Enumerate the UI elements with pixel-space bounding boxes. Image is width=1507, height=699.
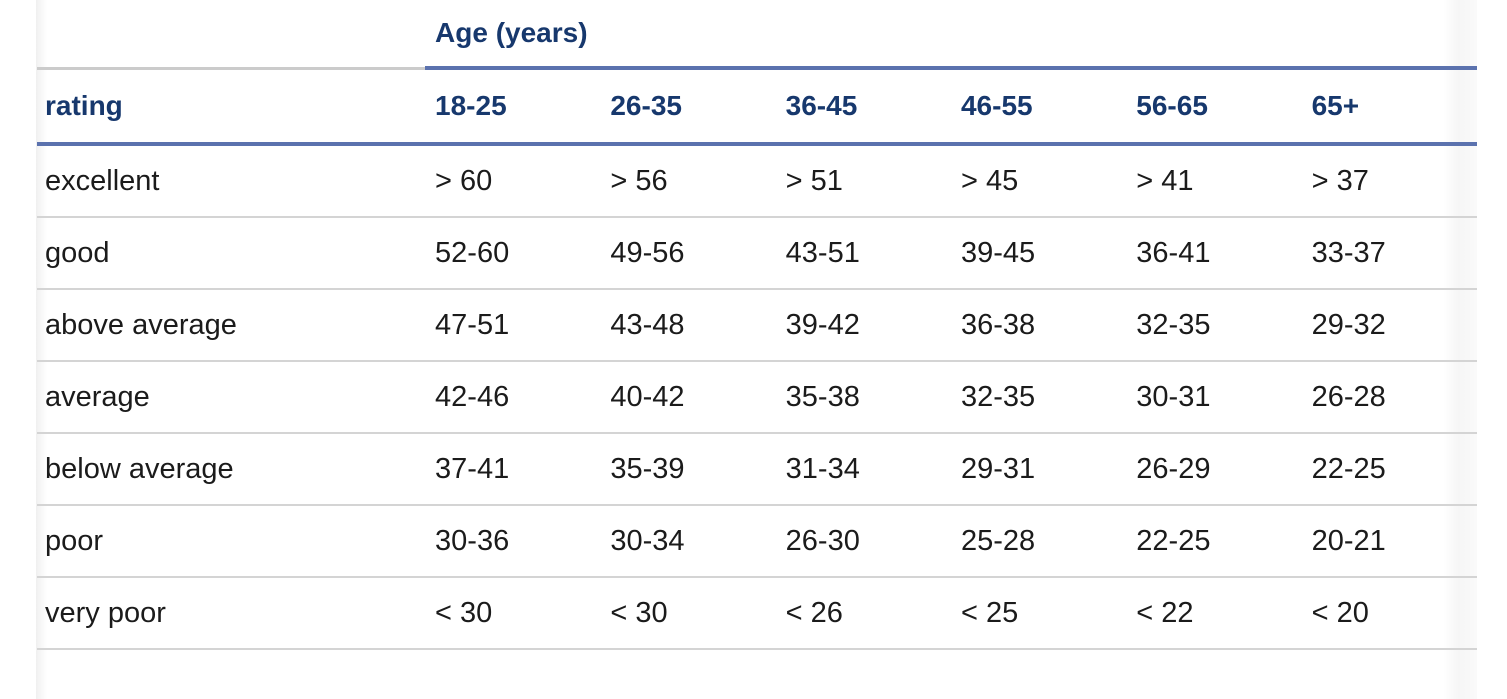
- cell: 22-25: [1301, 433, 1477, 506]
- column-header-age-46-55: 46-55: [950, 68, 1127, 146]
- group-header-row: Age (years): [37, 0, 1477, 70]
- cell: < 25: [950, 577, 1127, 650]
- cell: > 41: [1126, 144, 1302, 218]
- cell: 40-42: [600, 361, 776, 434]
- row-label: poor: [37, 505, 426, 578]
- cell: < 30: [600, 577, 776, 650]
- cell: 42-46: [425, 361, 601, 434]
- cell: < 26: [775, 577, 951, 650]
- table-row-excellent: excellent > 60 > 56 > 51 > 45 > 41 > 37: [37, 144, 1477, 218]
- cell: 43-48: [600, 289, 776, 362]
- table-row-below-average: below average 37-41 35-39 31-34 29-31 26…: [37, 433, 1477, 506]
- column-header-age-56-65: 56-65: [1126, 68, 1302, 146]
- table-row-average: average 42-46 40-42 35-38 32-35 30-31 26…: [37, 361, 1477, 434]
- cell: 25-28: [950, 505, 1127, 578]
- cell: 39-42: [775, 289, 951, 362]
- cell: 52-60: [425, 217, 601, 290]
- cell: 31-34: [775, 433, 951, 506]
- cell: < 20: [1301, 577, 1477, 650]
- cell: 36-41: [1126, 217, 1302, 290]
- cell: 29-32: [1301, 289, 1477, 362]
- row-label: average: [37, 361, 426, 434]
- table-row-good: good 52-60 49-56 43-51 39-45 36-41 33-37: [37, 217, 1477, 290]
- age-years-group-header: Age (years): [425, 0, 1477, 70]
- cell: > 45: [950, 144, 1127, 218]
- row-label: above average: [37, 289, 426, 362]
- cell: 39-45: [950, 217, 1127, 290]
- rating-table-container: Age (years) rating 18-25 26-35 36-45 46-…: [37, 0, 1477, 650]
- cell: > 60: [425, 144, 601, 218]
- cell: 32-35: [950, 361, 1127, 434]
- column-header-row: rating 18-25 26-35 36-45 46-55 56-65 65+: [37, 68, 1477, 146]
- cell: 20-21: [1301, 505, 1477, 578]
- cell: > 37: [1301, 144, 1477, 218]
- row-label: very poor: [37, 577, 426, 650]
- fitness-rating-table: Age (years) rating 18-25 26-35 36-45 46-…: [37, 0, 1477, 650]
- corner-empty-cell: [37, 0, 426, 70]
- cell: > 56: [600, 144, 776, 218]
- row-label: below average: [37, 433, 426, 506]
- cell: > 51: [775, 144, 951, 218]
- cell: 26-29: [1126, 433, 1302, 506]
- cell: 29-31: [950, 433, 1127, 506]
- cell: 47-51: [425, 289, 601, 362]
- table-row-very-poor: very poor < 30 < 30 < 26 < 25 < 22 < 20: [37, 577, 1477, 650]
- cell: 33-37: [1301, 217, 1477, 290]
- table-row-poor: poor 30-36 30-34 26-30 25-28 22-25 20-21: [37, 505, 1477, 578]
- table-row-above-average: above average 47-51 43-48 39-42 36-38 32…: [37, 289, 1477, 362]
- cell: 35-39: [600, 433, 776, 506]
- cell: 35-38: [775, 361, 951, 434]
- column-header-age-36-45: 36-45: [775, 68, 951, 146]
- cell: 43-51: [775, 217, 951, 290]
- column-header-age-65-plus: 65+: [1301, 68, 1477, 146]
- cell: 26-30: [775, 505, 951, 578]
- column-header-rating: rating: [37, 68, 426, 146]
- cell: 26-28: [1301, 361, 1477, 434]
- column-header-age-18-25: 18-25: [425, 68, 601, 146]
- cell: < 22: [1126, 577, 1302, 650]
- cell: 36-38: [950, 289, 1127, 362]
- row-label: excellent: [37, 144, 426, 218]
- cell: 30-36: [425, 505, 601, 578]
- cell: 32-35: [1126, 289, 1302, 362]
- cell: 30-34: [600, 505, 776, 578]
- cell: 30-31: [1126, 361, 1302, 434]
- column-header-age-26-35: 26-35: [600, 68, 776, 146]
- cell: 37-41: [425, 433, 601, 506]
- cell: 22-25: [1126, 505, 1302, 578]
- cell: < 30: [425, 577, 601, 650]
- cell: 49-56: [600, 217, 776, 290]
- row-label: good: [37, 217, 426, 290]
